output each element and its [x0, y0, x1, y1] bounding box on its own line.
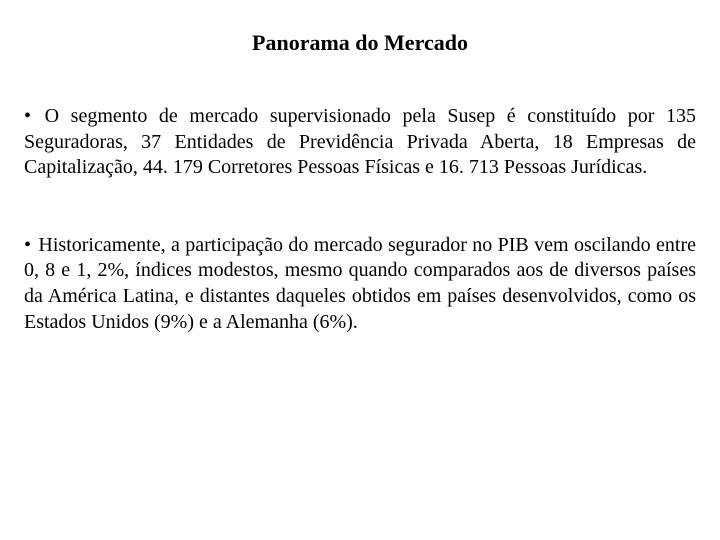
slide-container: Panorama do Mercado • O segmento de merc…: [0, 0, 720, 540]
slide-title: Panorama do Mercado: [24, 30, 696, 56]
paragraph-text: Historicamente, a participação do mercad…: [24, 234, 696, 333]
bullet-paragraph: • O segmento de mercado supervisionado p…: [24, 104, 696, 181]
paragraph-text: O segmento de mercado supervisionado pel…: [24, 105, 696, 178]
bullet-paragraph: • Historicamente, a participação do merc…: [24, 233, 696, 335]
bullet-icon: •: [24, 105, 31, 127]
bullet-icon: •: [24, 234, 31, 256]
